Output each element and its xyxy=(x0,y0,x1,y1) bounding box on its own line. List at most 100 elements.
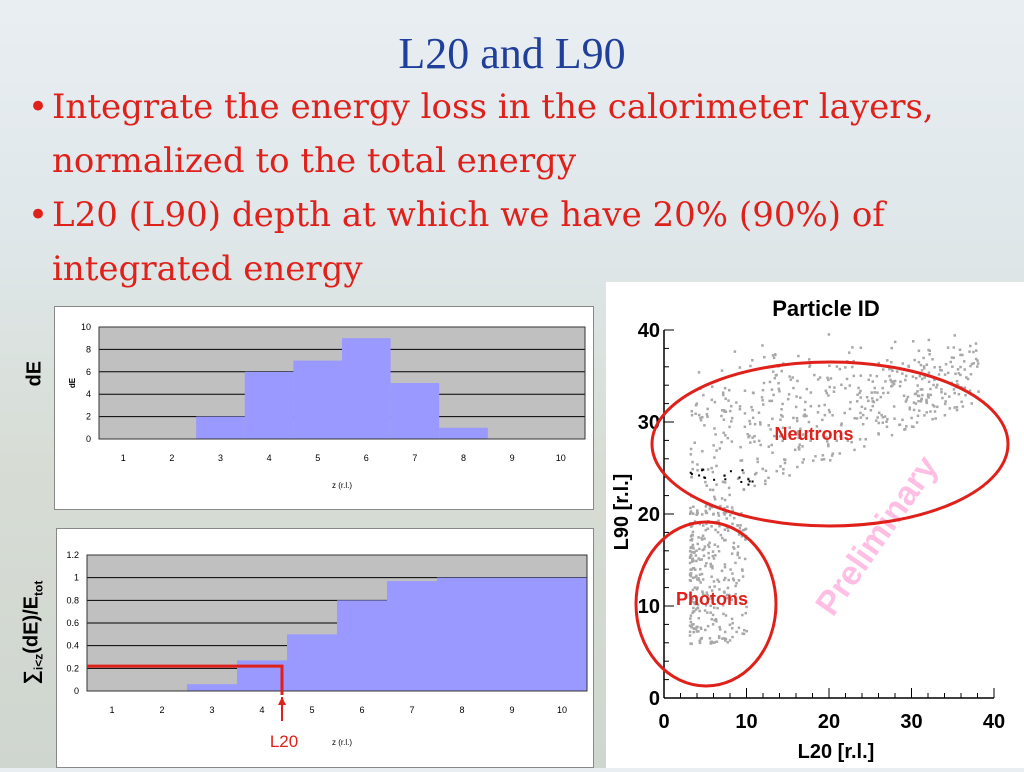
scatter-point xyxy=(698,609,701,613)
scatter-point xyxy=(721,604,725,607)
scatter-point xyxy=(938,365,942,369)
scatter-point xyxy=(748,434,751,438)
scatter-point xyxy=(702,468,705,471)
scatter-point xyxy=(710,525,713,528)
bar xyxy=(387,581,437,691)
scatter-point xyxy=(703,594,707,597)
bullet-list: • Integrate the energy loss in the calori… xyxy=(28,80,1008,296)
scatter-point xyxy=(798,447,801,450)
scatter-point xyxy=(891,369,894,373)
scatter-point xyxy=(749,364,752,368)
scatter-point xyxy=(721,480,725,484)
scatter-point xyxy=(791,376,795,379)
scatter-point xyxy=(697,413,701,417)
scatter-point xyxy=(833,386,836,389)
scatter-point xyxy=(959,373,962,377)
scatter-point xyxy=(771,354,775,357)
scatter-point xyxy=(913,392,917,396)
scatter-point xyxy=(738,476,741,479)
scatter-point xyxy=(764,482,767,486)
scatter-point xyxy=(717,549,721,553)
scatter-point xyxy=(762,355,766,359)
scatter-point xyxy=(925,401,929,405)
scatter-point xyxy=(731,572,734,575)
y-tick-label: 10 xyxy=(638,596,660,618)
scatter-point xyxy=(885,425,889,429)
scatter-point xyxy=(892,382,896,386)
scatter-point xyxy=(722,511,726,515)
scatter-point xyxy=(917,409,921,412)
scatter-point xyxy=(855,417,859,420)
scatter-point xyxy=(955,405,959,409)
scatter-point xyxy=(861,413,865,417)
scatter-point xyxy=(690,554,693,557)
scatter-point xyxy=(927,396,930,399)
scatter-point xyxy=(771,451,774,454)
scatter-point xyxy=(688,630,692,634)
scatter-point xyxy=(691,544,695,547)
scatter-point xyxy=(751,416,755,420)
scatter-point xyxy=(807,420,811,424)
scatter-point xyxy=(933,378,936,382)
scatter-point xyxy=(707,551,710,555)
scatter-point xyxy=(739,524,742,527)
scatter-point xyxy=(693,550,696,554)
scatter-point xyxy=(689,574,693,578)
scatter-point xyxy=(932,383,935,387)
scatter-point xyxy=(823,403,826,407)
scatter-point xyxy=(949,360,952,364)
scatter-point xyxy=(859,374,863,377)
scatter-point xyxy=(972,350,975,354)
scatter-point xyxy=(753,440,756,443)
scatter-point xyxy=(691,557,695,560)
scatter-point xyxy=(696,469,699,472)
scatter-point xyxy=(713,400,717,404)
scatter-point xyxy=(698,639,701,643)
y-tick-label: 1 xyxy=(74,573,79,583)
scatter-point xyxy=(708,585,712,589)
scatter-point xyxy=(724,576,727,580)
scatter-point xyxy=(723,386,727,390)
scatter-point xyxy=(690,533,694,537)
scatter-point xyxy=(943,413,947,417)
scatter-point xyxy=(856,393,859,397)
scatter-point xyxy=(792,416,795,420)
scatter-point xyxy=(728,493,731,497)
scatter-point xyxy=(853,416,856,420)
y-tick-label: 4 xyxy=(86,389,91,399)
l20-marker-line xyxy=(87,664,284,695)
scatter-point xyxy=(888,374,891,378)
scatter-point xyxy=(802,458,806,461)
scatter-point xyxy=(690,413,694,417)
scatter-point xyxy=(767,445,771,448)
scatter-point xyxy=(946,371,950,375)
scatter-point xyxy=(822,457,826,461)
scatter-point xyxy=(908,406,912,409)
scatter-point xyxy=(871,400,874,403)
bar xyxy=(439,427,488,439)
scatter-point xyxy=(960,400,963,404)
scatter-point xyxy=(826,443,830,446)
bullet-text: L20 (L90) depth at which we have 20% (90… xyxy=(52,195,885,289)
scatter-point xyxy=(690,560,694,563)
scatter-point xyxy=(781,415,784,418)
scatter-point xyxy=(952,346,956,349)
scatter-point xyxy=(696,603,700,606)
l20-arrow-head xyxy=(278,697,286,705)
scatter-point xyxy=(717,519,720,523)
scatter-point xyxy=(969,344,972,348)
scatter-point xyxy=(805,387,809,391)
scatter-point xyxy=(705,484,709,487)
scatter-point xyxy=(772,356,776,360)
scatter-point xyxy=(968,389,972,392)
scatter-point xyxy=(859,389,862,393)
photons-label: Photons xyxy=(676,589,748,609)
bullet-dot-icon: • xyxy=(28,87,49,127)
scatter-point xyxy=(712,641,715,645)
bar xyxy=(337,600,387,691)
scatter-point xyxy=(730,416,734,420)
scatter-point xyxy=(771,370,775,373)
scatter-point xyxy=(882,391,885,395)
scatter-point xyxy=(835,365,839,368)
scatter-point xyxy=(747,435,750,439)
